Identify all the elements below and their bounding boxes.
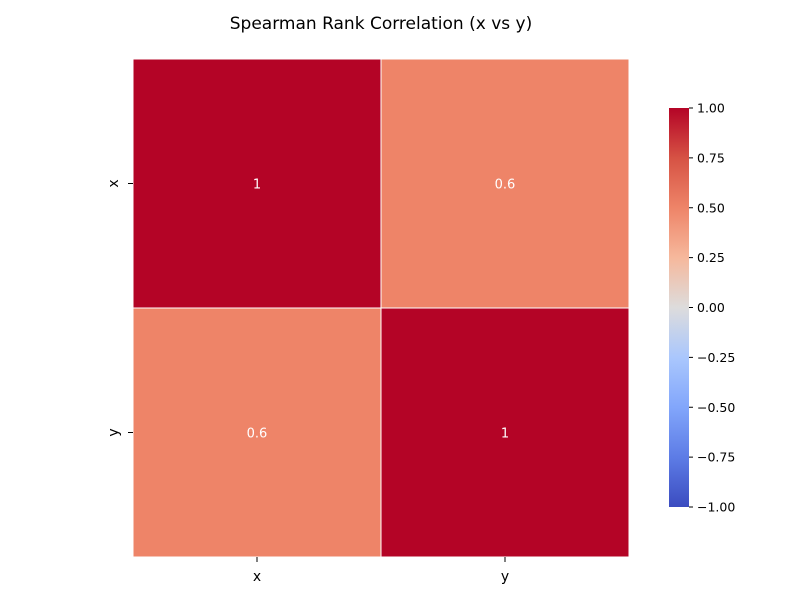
- colorbar-tick-label: 0.00: [697, 300, 725, 315]
- colorbar-tick-label: 0.75: [697, 150, 725, 165]
- chart-title: Spearman Rank Correlation (x vs y): [230, 14, 532, 34]
- colorbar-tick-label: 0.50: [697, 200, 725, 215]
- colorbar-tick-label: −1.00: [697, 500, 735, 515]
- heatmap-cell: [380, 307, 630, 558]
- heatmap-cells: 1 0.6 0.6 1: [132, 58, 630, 558]
- cell-value-label: 0.6: [495, 178, 516, 193]
- colorbar-tick-label: −0.50: [697, 400, 735, 415]
- y-tick-label: y: [106, 428, 122, 436]
- x-tick-label: y: [501, 569, 509, 585]
- x-tick-label: x: [253, 569, 261, 585]
- colorbar-tick-label: −0.25: [697, 350, 735, 365]
- heatmap-cell: [132, 58, 382, 309]
- colorbar-ticks: 1.00 0.75 0.50 0.25 0.00 −0.25 −0.50 −0.75 −1.00: [689, 101, 735, 515]
- cell-value-label: 1: [253, 178, 261, 193]
- colorbar-tick-label: 1.00: [697, 101, 725, 116]
- colorbar-tick-label: 0.25: [697, 250, 725, 265]
- y-axis: xy: [106, 179, 133, 437]
- heatmap-cell: [132, 307, 382, 558]
- heatmap-cell: [380, 58, 630, 309]
- colorbar: [669, 108, 689, 507]
- cell-value-label: 0.6: [247, 427, 268, 442]
- cell-value-label: 1: [501, 427, 509, 442]
- colorbar-tick-label: −0.75: [697, 450, 735, 465]
- y-tick-label: x: [106, 179, 122, 187]
